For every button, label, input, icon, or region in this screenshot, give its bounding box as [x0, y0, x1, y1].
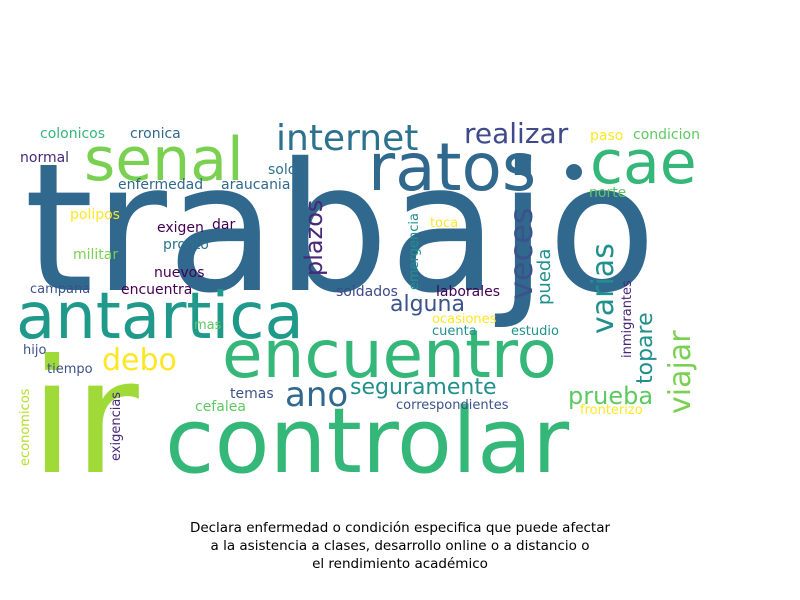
caption-line-2: a la asistencia a clases, desarrollo onl… — [210, 538, 590, 554]
caption-line-1: Declara enfermedad o condición especific… — [189, 520, 611, 536]
word-cae: cae — [590, 128, 697, 198]
word-enfermedad: enfermedad — [118, 177, 203, 193]
word-pueda: pueda — [534, 249, 555, 305]
word-norte: norte — [589, 185, 626, 201]
word-pronto: pronto — [163, 237, 209, 253]
word-emergencia: emergencia — [407, 213, 422, 290]
word-ocasiones: ocasiones — [432, 312, 497, 327]
word-ratos: ratos — [368, 129, 536, 206]
word-soldados: soldados — [336, 284, 398, 300]
word-solo: solo — [268, 162, 296, 178]
word-plazos: plazos — [300, 200, 328, 276]
word-dar: dar — [212, 217, 235, 233]
word-encuentra: encuentra — [121, 282, 192, 298]
word-mas: mas — [194, 318, 222, 333]
word-seguramente: seguramente — [350, 375, 497, 400]
word-campana: campana — [30, 282, 90, 297]
word-estudio: estudio — [511, 324, 559, 339]
word-correspondientes: correspondientes — [396, 398, 509, 413]
word-hijo: hijo — [23, 343, 46, 358]
word-trabajo: trabajo — [24, 125, 656, 332]
word-internet: internet — [276, 118, 418, 159]
word-dot-mark — [566, 164, 582, 180]
word-veces: veces — [502, 207, 540, 300]
word-condicion: condicion — [633, 127, 700, 143]
word-laborales: laborales — [436, 284, 500, 300]
word-prueba: prueba — [568, 382, 653, 410]
word-alguna: alguna — [390, 292, 465, 317]
word-cuenta: cuenta — [432, 324, 477, 339]
figure-caption: Declara enfermedad o condición especific… — [100, 519, 700, 573]
word-normal: normal — [20, 150, 69, 166]
word-debo: debo — [102, 343, 177, 378]
word-paso: paso — [590, 128, 623, 144]
word-colonicos: colonicos — [40, 126, 105, 142]
word-polipos: polipos — [70, 207, 120, 223]
word-inmigrantes: inmigrantes — [620, 280, 635, 358]
caption-line-3: el rendimiento académico — [312, 556, 488, 572]
word-controlar: controlar — [165, 389, 569, 494]
word-topare: topare — [633, 312, 658, 384]
word-antartica: antartica — [16, 280, 304, 354]
word-cefalea: cefalea — [195, 399, 246, 415]
word-fronterizo: fronterizo — [580, 403, 643, 418]
word-nuevos: nuevos — [154, 265, 205, 281]
word-varias: varias — [586, 243, 621, 334]
word-viajar: viajar — [663, 330, 698, 414]
word-encuentro: encuentro — [222, 316, 557, 393]
word-realizar: realizar — [464, 117, 569, 150]
word-araucania: araucania — [221, 177, 290, 193]
word-toca: toca — [430, 216, 458, 231]
word-exigen: exigen — [157, 220, 204, 236]
word-exigencias: exigencias — [109, 392, 124, 461]
word-militar: militar — [73, 247, 118, 263]
word-temas: temas — [230, 386, 274, 402]
word-cronica: cronica — [130, 126, 181, 142]
word-ir: ir — [30, 326, 139, 510]
word-economicos: economicos — [18, 388, 33, 466]
word-senal: senal — [84, 125, 244, 195]
word-tiempo: tiempo — [47, 362, 93, 377]
word-ano: ano — [285, 375, 348, 415]
